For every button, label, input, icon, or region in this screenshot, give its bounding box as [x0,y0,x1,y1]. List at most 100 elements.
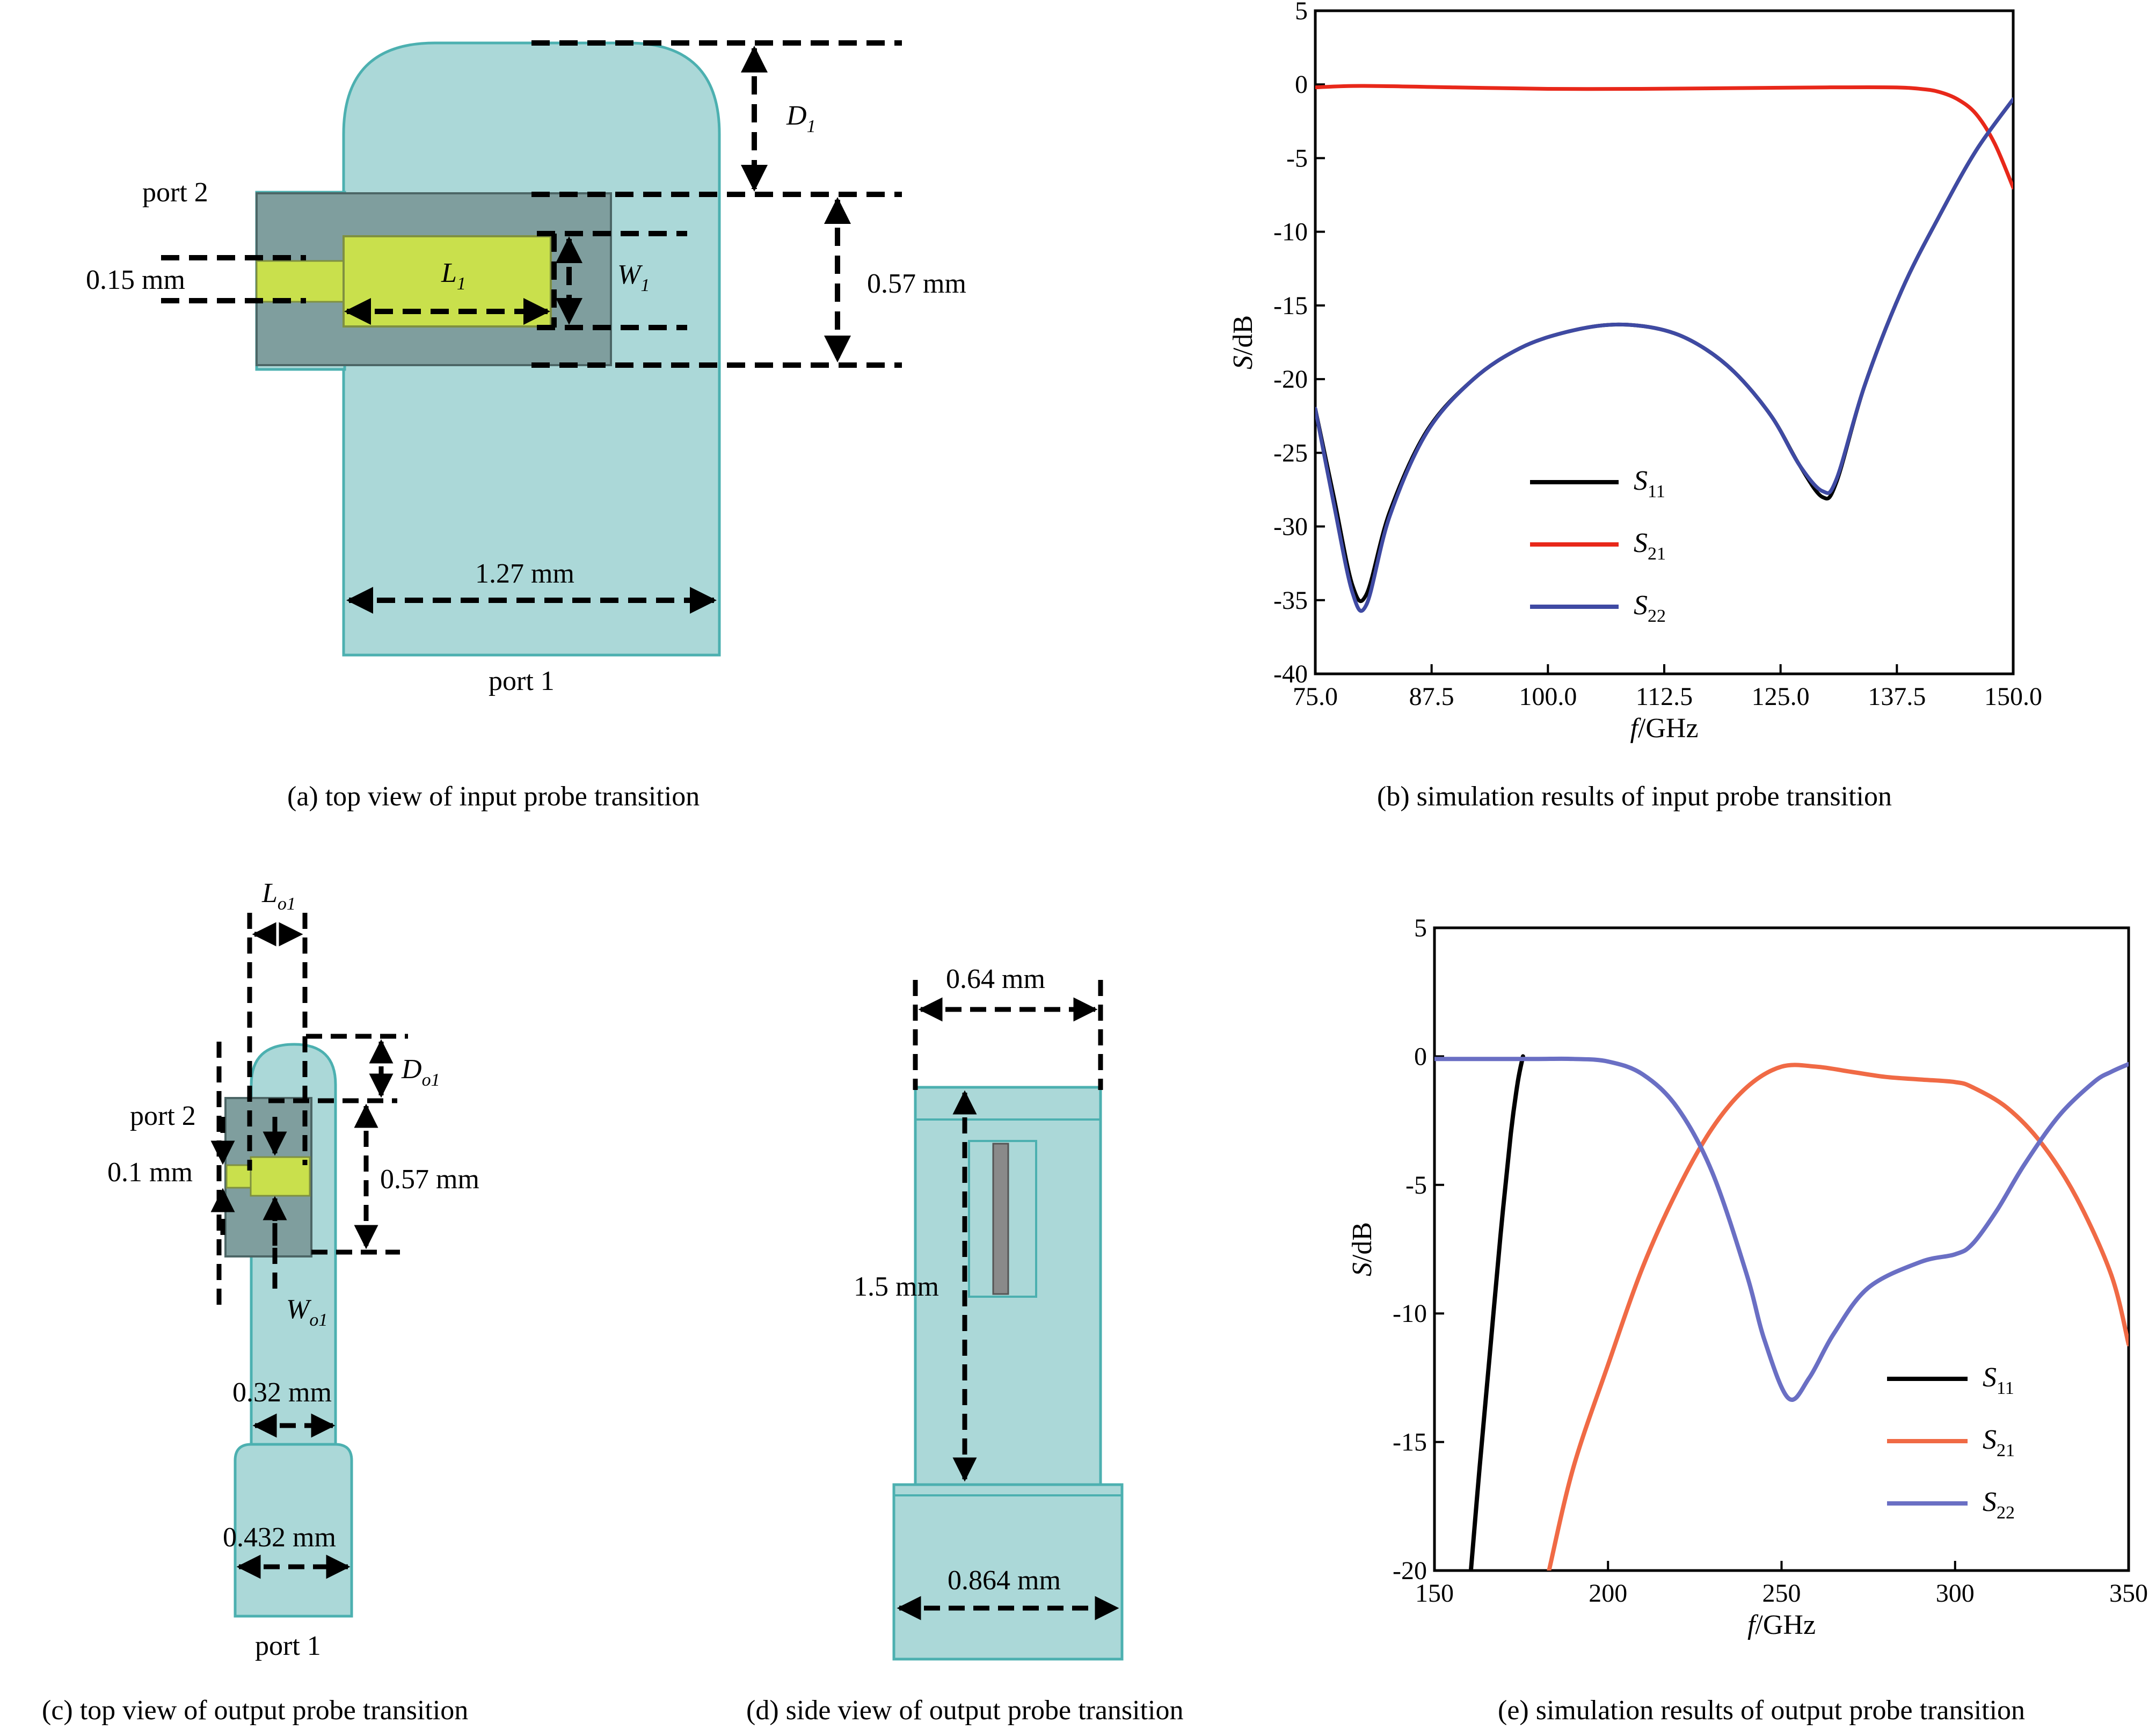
y-tick-label: -10 [1273,218,1308,246]
input-probe-line [256,260,345,303]
y-tick-label: -5 [1405,1171,1427,1200]
x-axis-label: f/GHz [1747,1610,1816,1640]
x-tick-label: 125.0 [1752,682,1810,711]
legend-label-s21: S21 [1634,528,1666,564]
x-tick-label: 112.5 [1636,682,1693,711]
d-len-dim: 1.5 mm [854,1271,939,1302]
a-probe-dim: 0.15 mm [86,265,185,295]
y-axis-label-unit: /dB [1228,315,1258,355]
c-w2-dim: 0.432 mm [223,1522,336,1553]
x-tick-label: 150.0 [1984,682,2042,711]
a-height-dim: 0.57 mm [867,268,966,299]
x-tick-label: 100.0 [1519,682,1577,711]
legend-symbol: S [1634,590,1648,621]
a-sym-D1: D1 [786,100,816,136]
series-line-s11 [1315,97,2013,603]
x-tick-label: 75.0 [1293,682,1338,711]
series-line-s22 [1315,97,2013,613]
c-sym-Wo1: Wo1 [286,1294,327,1330]
x-tick-label: 250 [1762,1579,1801,1608]
a-sym-W1: W1 [617,259,650,295]
x-axis-label-unit: /GHz [1755,1610,1816,1640]
c-sym-Do1: Do1 [401,1054,440,1090]
panel-d-diagram [892,980,1124,1661]
c-caption: (c) top view of output probe transition [42,1695,468,1726]
side-waveguide-lower [892,1483,1124,1661]
y-tick-label: 0 [1295,70,1308,99]
a-width-dim: 1.27 mm [475,558,574,589]
y-tick-label: -30 [1273,513,1308,541]
x-tick-label: 87.5 [1409,682,1454,711]
output-probe-line [225,1164,252,1189]
a-port1-label: port 1 [489,666,555,696]
d-top-dim: 0.64 mm [946,964,1045,994]
series-line-s22 [1434,1056,2129,1402]
c-w1-dim: 0.32 mm [232,1377,332,1408]
y-tick-label: 5 [1414,914,1427,942]
legend-subscript: 22 [1648,606,1666,626]
panel-c-diagram [210,913,408,1618]
a-sym-L1: L1 [441,258,466,294]
y-tick-label: -15 [1273,292,1308,320]
a-port2-label: port 2 [142,177,208,208]
legend-label-s11: S11 [1983,1362,2014,1398]
legend-label-s22: S22 [1634,590,1666,626]
c-port2-label: port 2 [130,1101,196,1131]
a-caption: (a) top view of input probe transition [287,781,700,812]
series-line-s11 [1468,1054,1525,1571]
y-axis-label: S/dB [1228,315,1258,369]
side-probe [992,1143,1009,1295]
series-line-s21 [1547,1063,2129,1571]
y-axis-label-unit: /dB [1347,1222,1378,1262]
series-group [1315,84,2013,613]
y-tick-label: 0 [1414,1042,1427,1071]
y-tick-label: -15 [1393,1428,1427,1457]
y-axis-label-symbol: S [1228,355,1258,369]
legend-symbol: S [1634,528,1648,558]
y-tick-label: -25 [1273,439,1308,467]
y-tick-label: -10 [1393,1299,1427,1328]
series-line-s21 [1315,84,2013,190]
plot-frame [1433,926,2130,1572]
x-tick-label: 200 [1589,1579,1627,1608]
c-port1-label: port 1 [255,1631,321,1661]
legend-subscript: 21 [1997,1441,2015,1460]
x-tick-label: 137.5 [1868,682,1926,711]
legend-label-s21: S21 [1983,1424,2015,1460]
legend-subscript: 11 [1997,1378,2014,1398]
c-height-dim: 0.57 mm [380,1164,479,1195]
c-probe-dim: 0.1 mm [107,1157,193,1188]
panel-a-diagram [161,40,902,657]
d-bottom-dim: 0.864 mm [948,1565,1061,1596]
e-caption: (e) simulation results of output probe t… [1498,1695,2025,1726]
y-tick-label: -20 [1273,365,1308,394]
legend-symbol: S [1983,1362,1997,1393]
b-caption: (b) simulation results of input probe tr… [1377,781,1892,812]
plot-frame [1314,9,2015,675]
x-axis-label-unit: /GHz [1638,713,1699,744]
x-tick-label: 150 [1415,1579,1454,1608]
x-axis-label: f/GHz [1630,713,1698,744]
legend-label-s22: S22 [1983,1487,2015,1523]
y-tick-label: -40 [1273,660,1308,688]
series-group [1434,1054,2129,1571]
legend-subscript: 22 [1997,1503,2015,1523]
legend-subscript: 11 [1648,482,1665,501]
legend-symbol: S [1634,466,1648,496]
d-caption: (d) side view of output probe transition [746,1695,1184,1726]
y-tick-label: -35 [1273,586,1308,615]
legend-label-s11: S11 [1634,466,1665,501]
legend-symbol: S [1983,1487,1997,1517]
y-tick-label: 5 [1295,0,1308,25]
legend-symbol: S [1983,1424,1997,1455]
c-sym-Lo1: Lo1 [261,878,296,914]
y-tick-label: -20 [1393,1557,1427,1585]
output-probe-patch [250,1156,311,1197]
legend-subscript: 21 [1648,544,1666,564]
y-axis-label: S/dB [1347,1222,1378,1276]
x-tick-label: 350 [2109,1579,2148,1608]
